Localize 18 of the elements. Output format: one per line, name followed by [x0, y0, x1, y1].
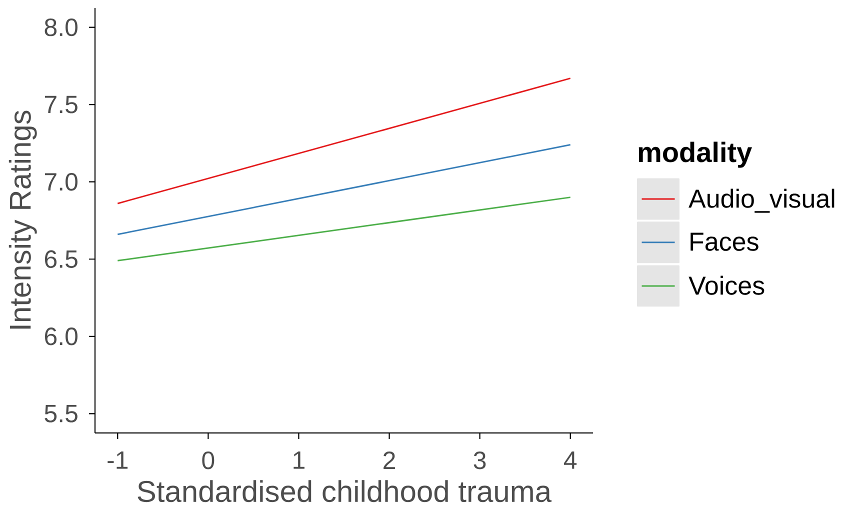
y-tick-label: 7.0 [45, 173, 78, 191]
x-axis-title: Standardised childhood trauma [138, 480, 552, 502]
x-tick-label: 0 [202, 452, 214, 470]
y-tick-label: 5.5 [44, 404, 78, 422]
legend-label: Voices [688, 276, 764, 295]
x-tick-label: 2 [384, 452, 395, 469]
x-tick-label: 1 [294, 452, 304, 469]
y-axis-title: Intensity Ratings [8, 110, 37, 329]
legend-label: Audio_visual [688, 188, 834, 213]
legend-title: modality [638, 142, 752, 168]
legend-label: Faces [690, 232, 758, 251]
y-tick-label: 6.0 [44, 328, 78, 346]
x-tick-label: -1 [108, 452, 128, 469]
y-tick-label: 6.5 [44, 250, 78, 268]
x-tick-label: 3 [474, 452, 486, 470]
y-tick-label: 7.5 [45, 96, 78, 114]
y-tick-label: 8.0 [44, 18, 78, 36]
x-tick-label: 4 [564, 452, 577, 469]
